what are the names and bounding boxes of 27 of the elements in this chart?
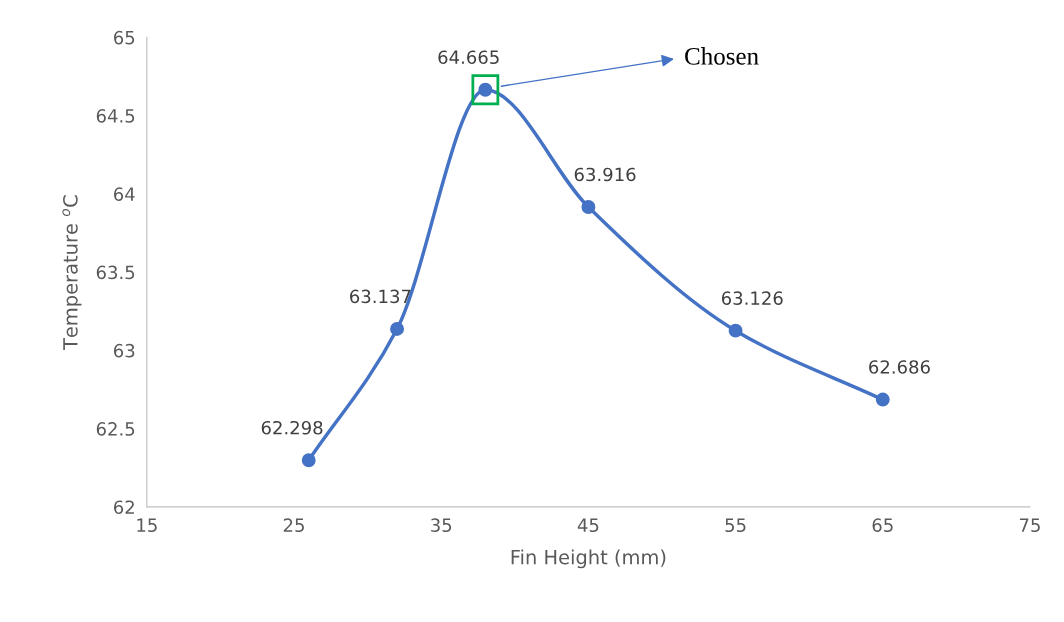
- x-tick-label: 65: [872, 518, 893, 533]
- data-label: 64.665: [438, 50, 499, 65]
- x-tick-label: 55: [725, 518, 746, 533]
- point: [581, 200, 596, 214]
- y-axis-title: Temperature $^{o}$C: [62, 195, 82, 351]
- point: [390, 322, 404, 336]
- point: [875, 392, 890, 407]
- x-tick-label: 75: [1019, 518, 1040, 533]
- y-tick-label: 63.5: [96, 265, 135, 280]
- x-tick-label: 35: [431, 518, 452, 533]
- y-tick-label: 64.5: [96, 109, 135, 123]
- y-tick-label: 62: [114, 500, 134, 515]
- x-tick-label: 45: [577, 518, 599, 533]
- point: [728, 323, 743, 338]
- y-tick-label: 64: [114, 187, 135, 201]
- y-tick-label: 62.5: [96, 422, 135, 436]
- annotation: Chosen: [685, 47, 759, 65]
- point: [301, 453, 316, 468]
- data-label: 62.686: [869, 360, 930, 374]
- data-label: 63.126: [721, 291, 783, 305]
- x-tick-label: 15: [137, 518, 157, 533]
- data-label: 63.916: [574, 167, 636, 182]
- x-tick-label: 25: [283, 518, 304, 533]
- data-label: 62.298: [261, 420, 323, 435]
- x-axis-title: Fin Height (mm): [511, 549, 666, 569]
- y-tick-label: 63: [114, 343, 135, 358]
- y-tick-label: 65: [114, 30, 135, 45]
